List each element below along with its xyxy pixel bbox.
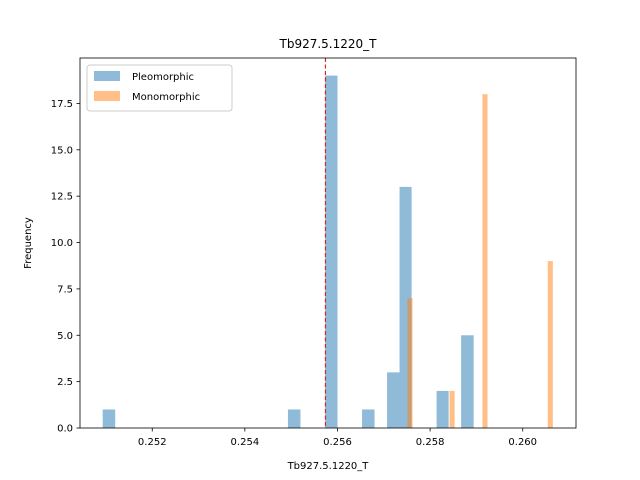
legend-box — [86, 64, 233, 112]
bar-monomorphic-3 — [547, 261, 553, 428]
bar-pleomorphic-2 — [324, 75, 338, 428]
y-tick-label: 10.0 — [51, 238, 73, 249]
y-tick-label: 12.5 — [51, 192, 73, 203]
x-ticks: 0.252 0.254 0.256 0.258 0.260 — [138, 428, 537, 448]
legend-swatch-monomorphic — [94, 91, 120, 101]
bar-monomorphic-1 — [449, 390, 455, 428]
x-axis-label: Tb927.5.1220_T — [287, 461, 370, 472]
y-tick-label: 15.0 — [51, 145, 73, 156]
legend-label-pleomorphic: Pleomorphic — [132, 72, 194, 83]
bar-pleomorphic-0 — [102, 409, 116, 428]
y-tick-label: 17.5 — [51, 99, 73, 110]
x-tick-label: 0.256 — [323, 437, 352, 448]
legend: Pleomorphic Monomorphic — [86, 64, 233, 112]
y-ticks: 0.0 2.5 5.0 7.5 10.0 12.5 15.0 17.5 — [51, 99, 80, 435]
x-tick-label: 0.260 — [508, 437, 537, 448]
plot-frame — [79, 57, 577, 429]
y-tick-label: 2.5 — [57, 377, 73, 388]
chart-title: Tb927.5.1220_T — [279, 37, 378, 51]
y-tick-label: 7.5 — [57, 284, 73, 295]
x-tick-label: 0.258 — [416, 437, 445, 448]
bar-pleomorphic-3 — [362, 409, 375, 428]
bar-monomorphic-0 — [407, 298, 413, 428]
bar-monomorphic-2 — [482, 94, 488, 429]
legend-label-monomorphic: Monomorphic — [132, 92, 200, 103]
y-axis-label: Frequency — [23, 217, 34, 269]
bars-layer — [102, 75, 553, 429]
bar-pleomorphic-1 — [287, 409, 301, 428]
y-tick-label: 0.0 — [57, 424, 73, 435]
x-tick-label: 0.254 — [231, 437, 260, 448]
bar-pleomorphic-7 — [461, 335, 474, 428]
legend-swatch-pleomorphic — [94, 71, 120, 81]
x-tick-label: 0.252 — [138, 437, 167, 448]
bar-pleomorphic-6 — [436, 390, 449, 428]
y-tick-label: 5.0 — [57, 331, 73, 342]
bar-pleomorphic-4 — [387, 372, 400, 428]
